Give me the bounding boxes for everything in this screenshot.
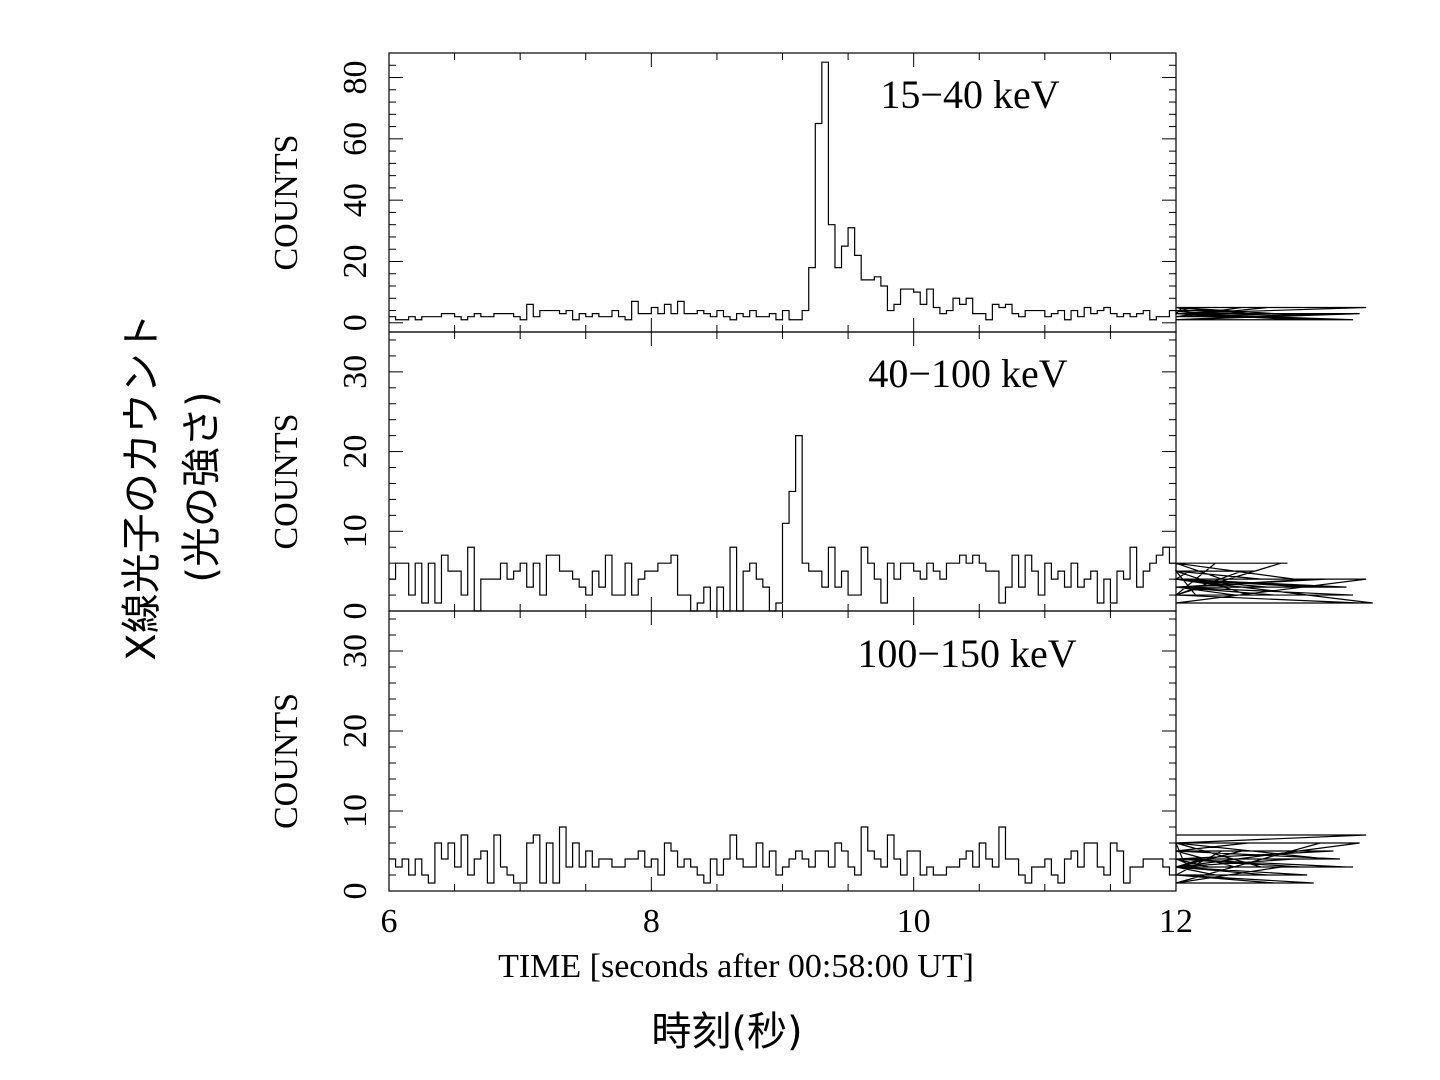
y-tick-label: 10 — [337, 514, 374, 548]
y-tick-label: 60 — [337, 122, 374, 156]
y-tick-label: 0 — [337, 883, 374, 900]
counts-step-line — [389, 826, 1367, 884]
y-tick-label: 30 — [337, 355, 374, 389]
x-axis-title: TIME [seconds after 00:58:00 UT] — [498, 948, 974, 985]
y-axis-title: COUNTS — [268, 693, 305, 829]
y-axis-title: COUNTS — [268, 413, 305, 549]
energy-band-label: 100−150 keV — [857, 631, 1076, 676]
panel-1: 0 20 40 60 80 COUNTS 15−40 keV — [268, 52, 1367, 333]
energy-band-label: 40−100 keV — [868, 351, 1067, 396]
x-tick-label: 10 — [897, 903, 931, 940]
y-tick-label: 40 — [337, 183, 374, 217]
left-axis-title-line2: (光の強さ) — [179, 391, 225, 582]
y-tick-label: 20 — [337, 435, 374, 469]
x-tick-label: 6 — [381, 903, 398, 940]
y-tick-label: 30 — [337, 634, 374, 668]
x-tick-label: 8 — [643, 903, 660, 940]
energy-band-label: 15−40 keV — [880, 72, 1059, 117]
y-tick-label: 10 — [337, 794, 374, 828]
x-tick-label: 12 — [1159, 903, 1193, 940]
y-axis-title: COUNTS — [268, 134, 305, 270]
y-tick-label: 80 — [337, 61, 374, 95]
left-axis-title-line1: X線光子のカウント — [119, 313, 165, 660]
counts-step-line — [389, 61, 1367, 321]
panel-2: 0 10 20 30 COUNTS 40−100 keV — [268, 331, 1373, 620]
y-tick-label: 20 — [337, 714, 374, 748]
counts-step-line — [389, 435, 1373, 612]
y-tick-label: 0 — [337, 314, 374, 331]
panel-3: 0 10 20 30 COUNTS 100−150 keV — [268, 610, 1367, 900]
y-tick-label: 20 — [337, 244, 374, 278]
y-tick-label: 0 — [337, 603, 374, 620]
x-axis-title-jp: 時刻(秒) — [651, 1009, 802, 1055]
